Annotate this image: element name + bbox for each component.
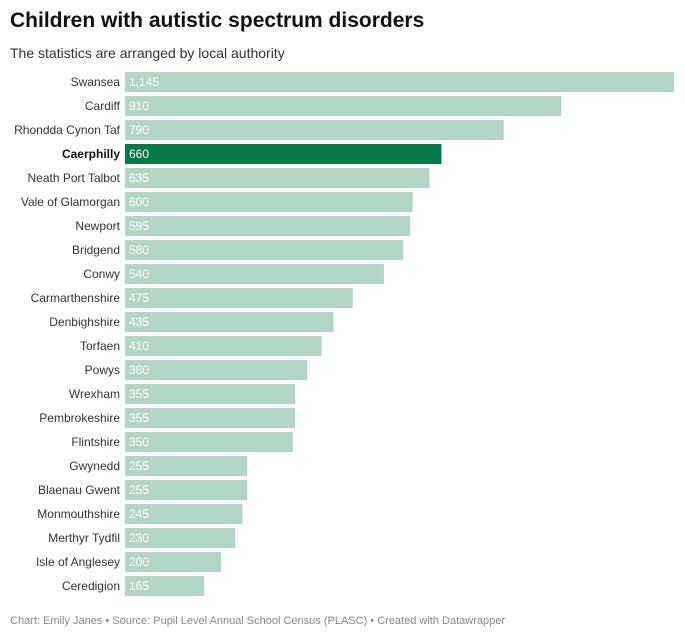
- value-label: 660: [129, 147, 149, 161]
- category-label: Ceredigion: [62, 579, 120, 593]
- value-label: 580: [129, 243, 149, 257]
- bar-highlight: [125, 144, 442, 164]
- value-label: 600: [129, 195, 149, 209]
- value-label: 165: [129, 579, 149, 593]
- bar: [125, 480, 248, 500]
- category-label: Caerphilly: [62, 147, 120, 161]
- category-label: Powys: [85, 363, 120, 377]
- value-label: 790: [129, 123, 149, 137]
- bar: [125, 312, 334, 332]
- value-label: 355: [129, 411, 149, 425]
- bar: [125, 576, 205, 596]
- bar: [125, 408, 296, 428]
- bar: [125, 216, 411, 236]
- bar: [125, 360, 308, 380]
- chart-footer: Chart: Emily Janes • Source: Pupil Level…: [10, 615, 505, 627]
- bar: [125, 384, 296, 404]
- category-label: Neath Port Talbot: [27, 171, 120, 185]
- category-label: Merthyr Tydfil: [48, 531, 120, 545]
- value-label: 435: [129, 315, 149, 329]
- category-label: Pembrokeshire: [39, 411, 120, 425]
- value-label: 355: [129, 387, 149, 401]
- bars-group: Swansea 1,145 Cardiff 910 Rhondda Cynon Taf 7…: [14, 72, 674, 596]
- category-label: Bridgend: [72, 243, 120, 257]
- bar: [125, 264, 384, 284]
- value-label: 255: [129, 483, 149, 497]
- bar: [125, 504, 243, 524]
- category-label: Flintshire: [71, 435, 120, 449]
- bar: [125, 96, 562, 116]
- value-label: 200: [129, 555, 149, 569]
- chart-subtitle: The statistics are arranged by local aut…: [10, 45, 285, 61]
- bar: [125, 240, 404, 260]
- chart-title: Children with autistic spectrum disorder…: [10, 9, 425, 32]
- value-label: 910: [129, 99, 149, 113]
- bar: [125, 168, 430, 188]
- value-label: 380: [129, 363, 149, 377]
- category-label: Denbighshire: [49, 315, 120, 329]
- value-label: 595: [129, 219, 149, 233]
- value-label: 635: [129, 171, 149, 185]
- value-label: 1,145: [129, 75, 159, 89]
- bar: [125, 456, 248, 476]
- category-label: Conwy: [83, 267, 120, 281]
- bar: [125, 192, 413, 212]
- bar: [125, 72, 674, 92]
- category-label: Cardiff: [85, 99, 121, 113]
- bar: [125, 120, 504, 140]
- value-label: 255: [129, 459, 149, 473]
- value-label: 410: [129, 339, 149, 353]
- value-label: 350: [129, 435, 149, 449]
- category-label: Gwynedd: [69, 459, 120, 473]
- bar: [125, 336, 322, 356]
- value-label: 540: [129, 267, 149, 281]
- category-label: Carmarthenshire: [31, 291, 121, 305]
- category-label: Torfaen: [80, 339, 120, 353]
- category-label: Newport: [75, 219, 120, 233]
- category-label: Vale of Glamorgan: [21, 195, 120, 209]
- bar: [125, 528, 236, 548]
- category-label: Rhondda Cynon Taf: [14, 123, 121, 137]
- bar: [125, 552, 221, 572]
- value-label: 475: [129, 291, 149, 305]
- bar: [125, 432, 293, 452]
- category-label: Blaenau Gwent: [38, 483, 121, 497]
- value-label: 230: [129, 531, 149, 545]
- category-label: Monmouthshire: [37, 507, 120, 521]
- value-label: 245: [129, 507, 149, 521]
- category-label: Swansea: [71, 75, 121, 89]
- bar: [125, 288, 353, 308]
- category-label: Wrexham: [69, 387, 120, 401]
- category-label: Isle of Anglesey: [36, 555, 120, 569]
